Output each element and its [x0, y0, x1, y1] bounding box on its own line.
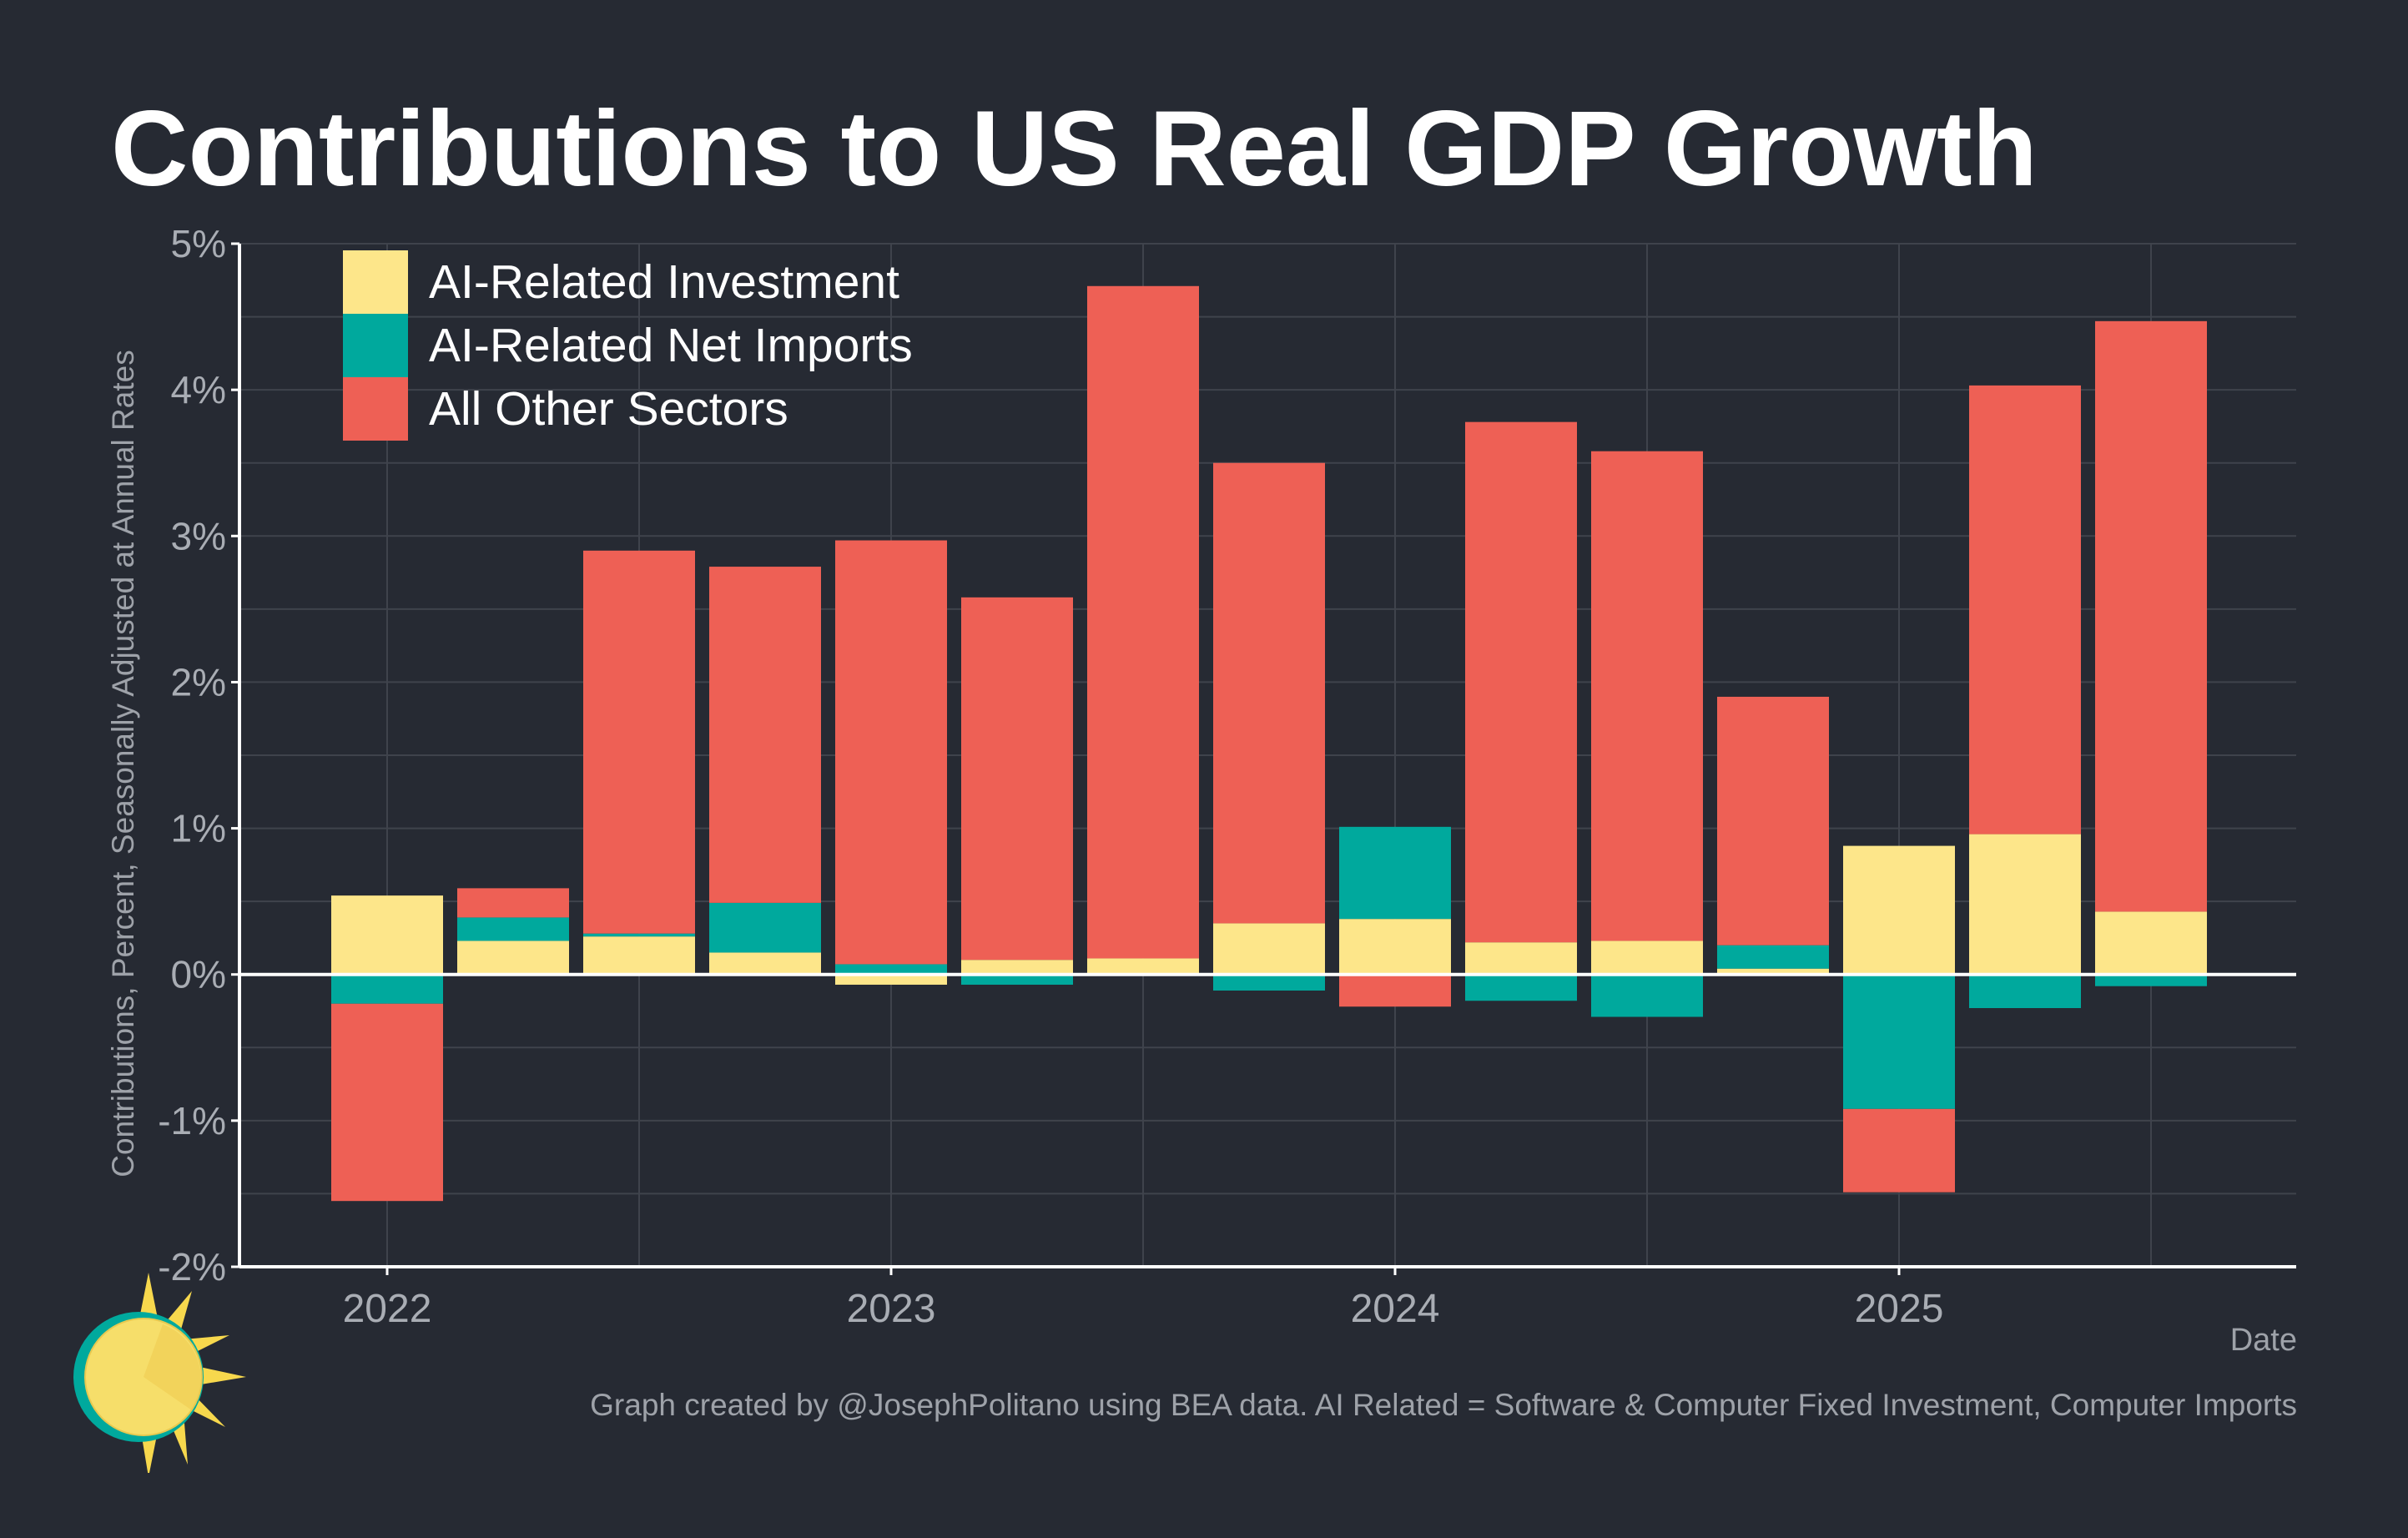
bar-segment: [1717, 696, 1829, 945]
bar-segment: [457, 917, 569, 941]
y-tick-label: 2%: [171, 660, 226, 703]
bar-segment: [1843, 974, 1955, 1109]
bar-segment: [961, 974, 1073, 985]
y-tick-label: 4%: [171, 368, 226, 411]
y-tick-label: 1%: [171, 807, 226, 850]
bar-segment: [835, 974, 947, 985]
y-tick-labels: -2% -1% 0% 1% 2% 3% 4% 5%: [158, 222, 239, 1288]
bar-segment: [1213, 974, 1325, 991]
x-tick-label: 2022: [343, 1287, 432, 1331]
bar-segment: [1591, 451, 1703, 941]
bar-segment: [1969, 974, 2081, 1008]
y-tick-label: -1%: [158, 1099, 226, 1142]
bar-segment: [1465, 421, 1577, 943]
bar-segment: [835, 964, 947, 975]
chart-title: Contributions to US Real GDP Growth: [111, 89, 2038, 209]
legend-swatch: [343, 377, 408, 441]
source-caption: Graph created by @JosephPolitano using B…: [590, 1388, 2297, 1422]
y-tick-label: 5%: [171, 222, 226, 265]
y-tick-label: 0%: [171, 953, 226, 996]
bar-segment: [1717, 945, 1829, 969]
x-tick-labels: 2022 2023 2024 2025: [343, 1267, 1944, 1331]
bar-segment: [1465, 942, 1577, 975]
bar-segment: [709, 952, 821, 975]
legend: AI-Related Investment AI-Related Net Impo…: [343, 250, 913, 441]
bar-segment: [1969, 834, 2081, 975]
bar-segment: [1591, 974, 1703, 1017]
bar-segment: [2095, 974, 2207, 986]
legend-label: All Other Sectors: [429, 382, 788, 436]
x-tick-label: 2024: [1351, 1287, 1440, 1331]
bar-segment: [583, 933, 695, 937]
bar-segment: [331, 895, 443, 975]
bar-segment: [961, 960, 1073, 975]
x-tick-label: 2025: [1855, 1287, 1944, 1331]
bars: [331, 285, 2207, 1202]
bar-segment: [331, 1003, 443, 1202]
axes: [238, 244, 2296, 1268]
bar-segment: [1969, 385, 2081, 835]
bar-segment: [1087, 958, 1199, 975]
bar-segment: [457, 888, 569, 918]
legend-swatch: [343, 314, 408, 377]
bar-segment: [1717, 968, 1829, 975]
sun-icon: [67, 1273, 250, 1477]
y-tick-label: 3%: [171, 514, 226, 557]
y-tick-label: -2%: [158, 1245, 226, 1288]
bar-segment: [1591, 940, 1703, 975]
bar-segment: [709, 902, 821, 953]
bar-segment: [1213, 923, 1325, 975]
bar-segment: [835, 540, 947, 965]
bar-segment: [709, 567, 821, 903]
bar-segment: [1843, 845, 1955, 975]
bar-segment: [1339, 919, 1451, 975]
bar-segment: [2095, 320, 2207, 912]
bar-segment: [1465, 974, 1577, 1001]
legend-swatch: [343, 250, 408, 314]
bar-segment: [457, 940, 569, 975]
bar-segment: [961, 597, 1073, 961]
bar-segment: [1339, 826, 1451, 920]
x-axis-title: Date: [2229, 1323, 2297, 1358]
bar-segment: [331, 974, 443, 1004]
legend-label: AI-Related Net Imports: [429, 319, 913, 372]
bar-segment: [1213, 462, 1325, 924]
bar-segment: [2095, 911, 2207, 975]
bar-segment: [583, 936, 695, 975]
bar-segment: [1339, 974, 1451, 1007]
bar-segment: [583, 550, 695, 934]
y-axis-title: Contributions, Percent, Seasonally Adjus…: [106, 350, 140, 1177]
bar-segment: [1843, 1108, 1955, 1193]
legend-label: AI-Related Investment: [429, 255, 899, 309]
x-tick-label: 2023: [847, 1287, 936, 1331]
bar-segment: [1087, 285, 1199, 959]
